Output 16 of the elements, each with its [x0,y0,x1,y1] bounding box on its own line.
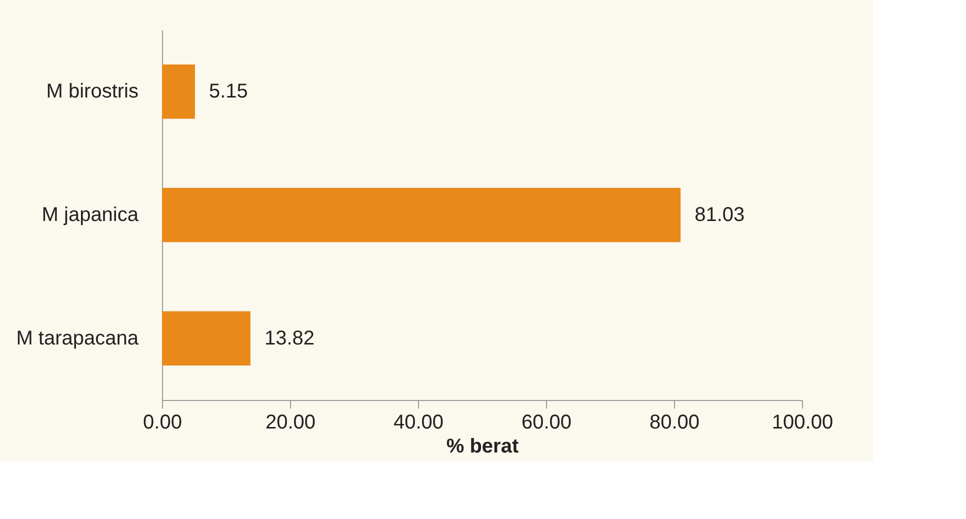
x-tick-label: 40.00 [393,412,444,434]
data-label: 81.03 [694,204,745,226]
x-axis-title: % berat [446,436,519,458]
y-tick-label: M birostris [46,80,138,103]
bar [162,188,681,242]
y-tick-label: M japanica [42,204,140,226]
x-tick-label: 20.00 [265,412,316,434]
bar [162,64,195,119]
y-tick-label: M tarapacana [16,327,140,350]
x-tick-label: 80.00 [649,412,700,434]
data-label: 13.82 [264,327,315,350]
x-tick-label: 60.00 [521,412,572,434]
x-tick-label: 100.00 [772,412,834,434]
x-tick-label: 0.00 [143,412,182,434]
bar [162,311,250,366]
data-label: 5.15 [208,80,248,103]
